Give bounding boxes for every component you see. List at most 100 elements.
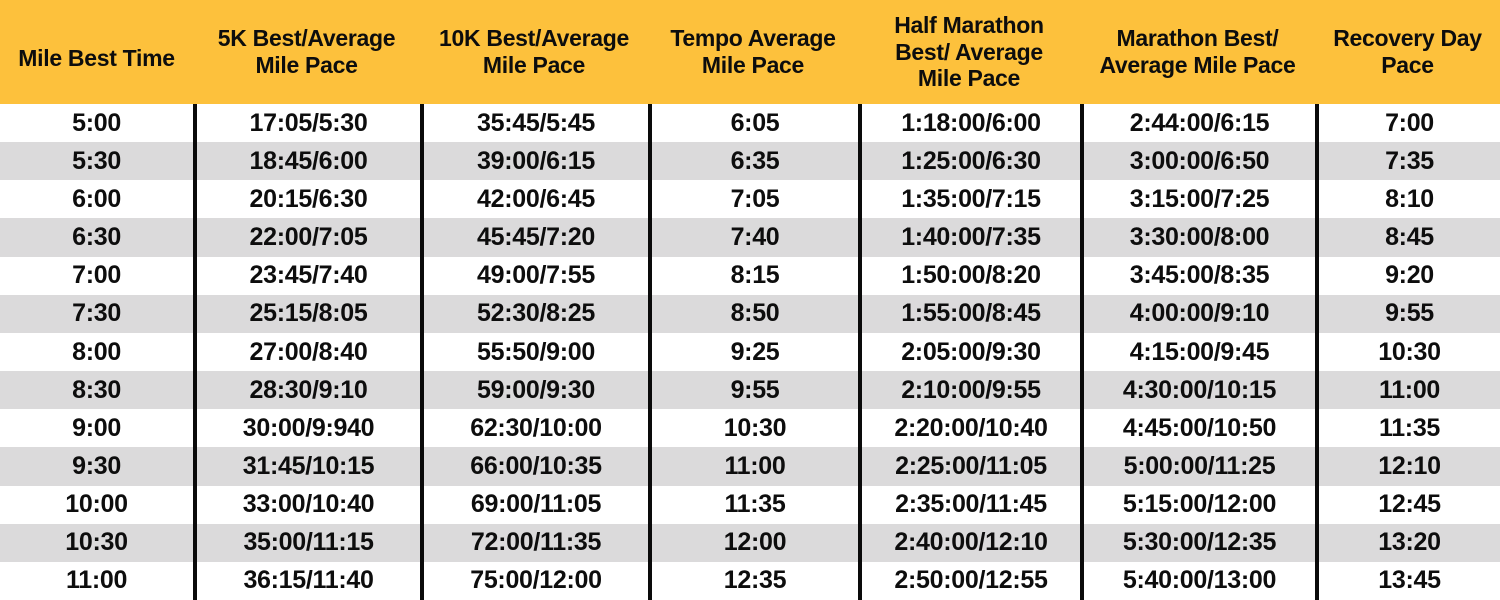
cell-marathon-pace: 5:40:00/13:00 — [1079, 561, 1315, 600]
cell-tempo-pace: 11:00 — [647, 447, 858, 486]
table-row: 10:30 35:00/11:15 72:00/11:35 12:00 2:40… — [0, 523, 1500, 562]
cell-5k-pace: 28:30/9:10 — [193, 371, 420, 410]
column-header-mile-best-time: Mile Best Time — [18, 44, 175, 71]
cell-marathon-pace: 5:00:00/11:25 — [1079, 447, 1315, 486]
cell-recovery-day-pace: 12:45 — [1315, 485, 1500, 524]
cell-tempo-pace: 8:15 — [647, 256, 858, 295]
column-header-recovery-day-pace: Recovery Day Pace — [1333, 25, 1482, 78]
table-row: 10:00 33:00/10:40 69:00/11:05 11:35 2:35… — [0, 485, 1500, 524]
cell-5k-pace: 18:45/6:00 — [193, 142, 420, 181]
cell-5k-pace: 17:05/5:30 — [193, 104, 420, 143]
cell-half-marathon-pace: 1:35:00/7:15 — [857, 180, 1080, 219]
cell-half-marathon-pace: 2:40:00/12:10 — [857, 523, 1080, 562]
cell-5k-pace: 31:45/10:15 — [193, 447, 420, 486]
table-row: 7:00 23:45/7:40 49:00/7:55 8:15 1:50:00/… — [0, 256, 1500, 295]
cell-half-marathon-pace: 2:20:00/10:40 — [857, 409, 1080, 448]
cell-recovery-day-pace: 10:30 — [1315, 332, 1500, 372]
table-row: 5:00 17:05/5:30 35:45/5:45 6:05 1:18:00/… — [0, 104, 1500, 143]
cell-10k-pace: 62:30/10:00 — [419, 409, 648, 448]
cell-recovery-day-pace: 9:20 — [1315, 256, 1500, 295]
cell-5k-pace: 35:00/11:15 — [193, 523, 420, 562]
cell-half-marathon-pace: 1:55:00/8:45 — [857, 294, 1080, 333]
cell-mile-best-time: 9:00 — [72, 413, 121, 442]
cell-marathon-pace: 3:30:00/8:00 — [1079, 218, 1315, 257]
cell-tempo-pace: 7:40 — [647, 218, 858, 257]
cell-5k-pace: 25:15/8:05 — [193, 294, 420, 333]
cell-marathon-pace: 2:44:00/6:15 — [1079, 104, 1315, 143]
cell-10k-pace: 45:45/7:20 — [419, 218, 648, 257]
cell-10k-pace: 69:00/11:05 — [419, 485, 648, 524]
cell-5k-pace: 30:00/9:940 — [193, 409, 420, 448]
cell-half-marathon-pace: 1:25:00/6:30 — [857, 142, 1080, 181]
cell-10k-pace: 52:30/8:25 — [419, 294, 648, 333]
table-header-row: Mile Best Time 5K Best/Average Mile Pace… — [0, 0, 1500, 104]
cell-recovery-day-pace: 8:10 — [1315, 180, 1500, 219]
cell-recovery-day-pace: 11:35 — [1315, 409, 1500, 448]
cell-marathon-pace: 5:30:00/12:35 — [1079, 523, 1315, 562]
cell-tempo-pace: 12:00 — [647, 523, 858, 562]
cell-10k-pace: 55:50/9:00 — [419, 332, 648, 372]
cell-tempo-pace: 7:05 — [647, 180, 858, 219]
table-row: 11:00 36:15/11:40 75:00/12:00 12:35 2:50… — [0, 561, 1500, 600]
cell-recovery-day-pace: 7:35 — [1315, 142, 1500, 181]
cell-recovery-day-pace: 8:45 — [1315, 218, 1500, 257]
cell-10k-pace: 66:00/10:35 — [419, 447, 648, 486]
cell-10k-pace: 49:00/7:55 — [419, 256, 648, 295]
table-row: 9:00 30:00/9:940 62:30/10:00 10:30 2:20:… — [0, 409, 1500, 448]
cell-mile-best-time: 10:00 — [65, 490, 128, 519]
cell-10k-pace: 75:00/12:00 — [419, 561, 648, 600]
cell-recovery-day-pace: 13:45 — [1315, 561, 1500, 600]
cell-mile-best-time: 7:00 — [72, 261, 121, 290]
cell-half-marathon-pace: 1:40:00/7:35 — [857, 218, 1080, 257]
cell-tempo-pace: 6:35 — [647, 142, 858, 181]
cell-marathon-pace: 3:15:00/7:25 — [1079, 180, 1315, 219]
table-body: 5:00 17:05/5:30 35:45/5:45 6:05 1:18:00/… — [0, 104, 1500, 600]
cell-mile-best-time: 5:30 — [72, 146, 121, 175]
cell-tempo-pace: 10:30 — [647, 409, 858, 448]
cell-marathon-pace: 5:15:00/12:00 — [1079, 485, 1315, 524]
cell-mile-best-time: 6:30 — [72, 223, 121, 252]
column-header-tempo-pace: Tempo Average Mile Pace — [670, 25, 836, 78]
cell-10k-pace: 39:00/6:15 — [419, 142, 648, 181]
cell-half-marathon-pace: 2:05:00/9:30 — [857, 332, 1080, 372]
cell-half-marathon-pace: 1:50:00/8:20 — [857, 256, 1080, 295]
cell-mile-best-time: 8:00 — [72, 337, 121, 366]
cell-recovery-day-pace: 12:10 — [1315, 447, 1500, 486]
table-row: 6:30 22:00/7:05 45:45/7:20 7:40 1:40:00/… — [0, 218, 1500, 257]
cell-tempo-pace: 11:35 — [647, 485, 858, 524]
cell-half-marathon-pace: 1:18:00/6:00 — [857, 104, 1080, 143]
cell-marathon-pace: 4:00:00/9:10 — [1079, 294, 1315, 333]
cell-10k-pace: 35:45/5:45 — [419, 104, 648, 143]
cell-marathon-pace: 4:15:00/9:45 — [1079, 332, 1315, 372]
table-row: 6:00 20:15/6:30 42:00/6:45 7:05 1:35:00/… — [0, 180, 1500, 219]
table-row: 8:30 28:30/9:10 59:00/9:30 9:55 2:10:00/… — [0, 371, 1500, 410]
cell-marathon-pace: 4:30:00/10:15 — [1079, 371, 1315, 410]
cell-half-marathon-pace: 2:35:00/11:45 — [857, 485, 1080, 524]
cell-half-marathon-pace: 2:50:00/12:55 — [857, 561, 1080, 600]
column-header-10k-pace: 10K Best/Average Mile Pace — [439, 25, 629, 78]
column-header-5k-pace: 5K Best/Average Mile Pace — [217, 25, 396, 78]
cell-10k-pace: 72:00/11:35 — [419, 523, 648, 562]
cell-5k-pace: 22:00/7:05 — [193, 218, 420, 257]
cell-mile-best-time: 10:30 — [65, 528, 128, 557]
cell-tempo-pace: 6:05 — [647, 104, 858, 143]
cell-mile-best-time: 9:30 — [72, 451, 121, 480]
table-row: 7:30 25:15/8:05 52:30/8:25 8:50 1:55:00/… — [0, 294, 1500, 333]
cell-5k-pace: 20:15/6:30 — [193, 180, 420, 219]
column-header-marathon-pace: Marathon Best/ Average Mile Pace — [1099, 25, 1296, 78]
cell-marathon-pace: 3:45:00/8:35 — [1079, 256, 1315, 295]
cell-tempo-pace: 8:50 — [647, 294, 858, 333]
cell-mile-best-time: 11:00 — [65, 566, 128, 595]
cell-5k-pace: 27:00/8:40 — [193, 332, 420, 372]
column-header-half-marathon-pace: Half Marathon Best/ Average Mile Pace — [894, 11, 1044, 92]
cell-tempo-pace: 9:55 — [647, 371, 858, 410]
cell-half-marathon-pace: 2:25:00/11:05 — [857, 447, 1080, 486]
cell-recovery-day-pace: 11:00 — [1315, 371, 1500, 410]
cell-mile-best-time: 7:30 — [72, 299, 121, 328]
cell-5k-pace: 23:45/7:40 — [193, 256, 420, 295]
cell-10k-pace: 59:00/9:30 — [419, 371, 648, 410]
cell-tempo-pace: 12:35 — [647, 561, 858, 600]
cell-half-marathon-pace: 2:10:00/9:55 — [857, 371, 1080, 410]
cell-marathon-pace: 4:45:00/10:50 — [1079, 409, 1315, 448]
